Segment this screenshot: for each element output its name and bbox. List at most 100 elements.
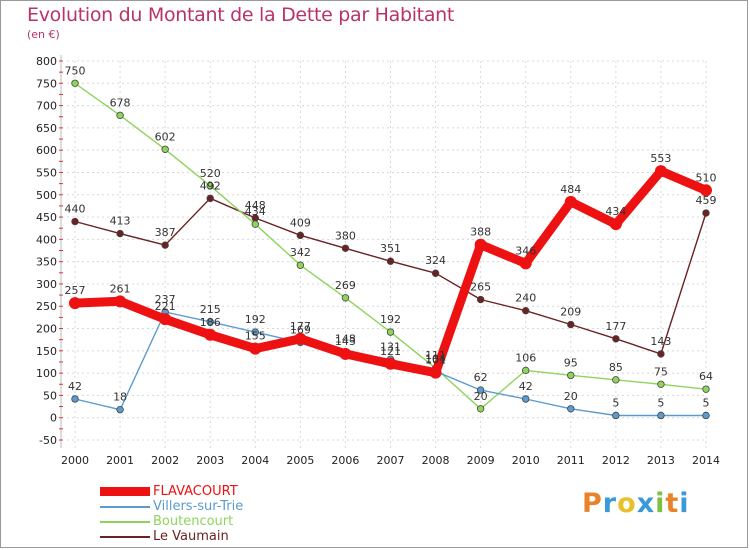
data-label-2: 520 — [200, 167, 221, 180]
data-label-2: 750 — [65, 64, 86, 77]
data-label-2: 192 — [380, 313, 401, 326]
proxiti-logo: Proxiti — [582, 488, 690, 519]
x-tick-label: 2002 — [151, 454, 179, 467]
x-tick-label: 2007 — [377, 454, 405, 467]
data-label-3: 413 — [110, 215, 131, 228]
data-point-0 — [519, 257, 532, 270]
logo-letter: t — [665, 488, 680, 519]
data-point-0 — [114, 295, 127, 308]
data-label-1: 5 — [703, 396, 710, 409]
y-tick-label: 600 — [36, 144, 57, 157]
data-point-0 — [69, 297, 81, 310]
legend-item: Le Vaumain — [100, 529, 243, 544]
y-tick-label: 300 — [36, 278, 57, 291]
data-point-1 — [657, 411, 665, 420]
data-point-1 — [612, 411, 620, 420]
data-label-3: 380 — [335, 229, 356, 242]
x-tick-label: 2010 — [512, 454, 540, 467]
data-point-2 — [702, 385, 710, 393]
data-point-1 — [71, 395, 79, 403]
legend-item: Boutencourt — [100, 514, 243, 529]
x-tick-label: 2003 — [196, 454, 224, 467]
legend: FLAVACOURT Villers-sur-Trie Boutencourt Le … — [100, 484, 243, 544]
data-label-3: 448 — [245, 199, 266, 212]
data-label-3: 387 — [155, 226, 176, 239]
data-label-2: 269 — [335, 279, 356, 292]
data-point-3 — [341, 244, 350, 252]
logo-letter: r — [602, 488, 618, 519]
logo-letter: x — [636, 488, 656, 519]
chart-title: Evolution du Montant de la Dette par Hab… — [27, 4, 455, 26]
data-point-3 — [431, 269, 440, 277]
data-label-0: 101 — [425, 354, 446, 367]
data-point-3 — [612, 335, 620, 343]
data-point-3 — [71, 217, 79, 226]
y-tick-label: 50 — [43, 389, 57, 402]
data-label-0: 434 — [605, 205, 626, 218]
data-point-1 — [476, 386, 485, 394]
data-point-1 — [116, 405, 124, 414]
y-tick-label: 650 — [36, 122, 57, 135]
legend-item: FLAVACOURT — [100, 484, 243, 499]
data-point-3 — [702, 209, 710, 217]
y-tick-label: 700 — [36, 100, 57, 113]
x-tick-label: 2014 — [692, 454, 720, 467]
data-label-2: 602 — [155, 130, 176, 143]
data-label-0: 261 — [110, 282, 131, 295]
data-label-2: 111 — [425, 349, 446, 362]
data-label-3: 209 — [560, 306, 581, 319]
data-label-2: 75 — [654, 365, 668, 378]
data-label-0: 177 — [290, 320, 311, 333]
data-label-1: 169 — [290, 323, 311, 336]
data-point-3 — [522, 306, 530, 315]
data-point-0 — [700, 184, 712, 197]
y-tick-label: 400 — [36, 233, 57, 246]
legend-label: Boutencourt — [153, 513, 234, 529]
data-point-3 — [206, 194, 214, 203]
data-label-3: 143 — [650, 335, 671, 348]
x-tick-label: 2000 — [61, 454, 89, 467]
data-point-2 — [567, 371, 575, 380]
data-point-1 — [251, 328, 259, 336]
data-point-0 — [564, 195, 577, 208]
y-tick-label: -50 — [39, 434, 57, 447]
data-label-3: 440 — [65, 203, 86, 216]
legend-swatch — [100, 520, 150, 523]
data-label-0: 186 — [200, 316, 221, 329]
data-point-0 — [339, 347, 352, 360]
data-label-1: 5 — [612, 396, 619, 409]
data-label-1: 131 — [380, 340, 401, 353]
x-tick-label: 2012 — [602, 454, 630, 467]
legend-swatch — [100, 487, 150, 496]
x-tick-label: 2001 — [106, 454, 134, 467]
y-tick-label: 0 — [50, 412, 57, 425]
legend-item: Villers-sur-Trie — [100, 499, 243, 514]
data-label-1: 62 — [474, 371, 488, 384]
data-point-1 — [567, 405, 575, 413]
x-tick-label: 2008 — [422, 454, 450, 467]
x-tick-label: 2009 — [467, 454, 495, 467]
legend-label: Le Vaumain — [153, 528, 229, 544]
data-point-3 — [386, 257, 395, 265]
data-label-2: 678 — [110, 96, 131, 109]
y-tick-label: 800 — [36, 55, 57, 68]
data-point-3 — [161, 241, 169, 249]
data-label-3: 459 — [696, 194, 717, 207]
data-point-2 — [206, 182, 214, 190]
data-label-2: 434 — [245, 205, 266, 218]
y-tick-label: 100 — [36, 367, 57, 380]
data-label-2: 106 — [515, 351, 536, 364]
y-tick-label: 150 — [36, 345, 57, 358]
data-label-1: 20 — [564, 390, 578, 403]
data-point-2 — [71, 79, 79, 87]
x-tick-label: 2004 — [241, 454, 269, 467]
data-label-0: 484 — [560, 183, 581, 196]
x-tick-label: 2011 — [557, 454, 585, 467]
data-point-0 — [429, 366, 442, 379]
legend-label: Villers-sur-Trie — [153, 498, 244, 514]
data-label-1: 42 — [519, 380, 533, 393]
data-point-2 — [522, 366, 530, 375]
data-label-1: 104 — [425, 352, 446, 365]
data-label-0: 257 — [65, 284, 86, 297]
